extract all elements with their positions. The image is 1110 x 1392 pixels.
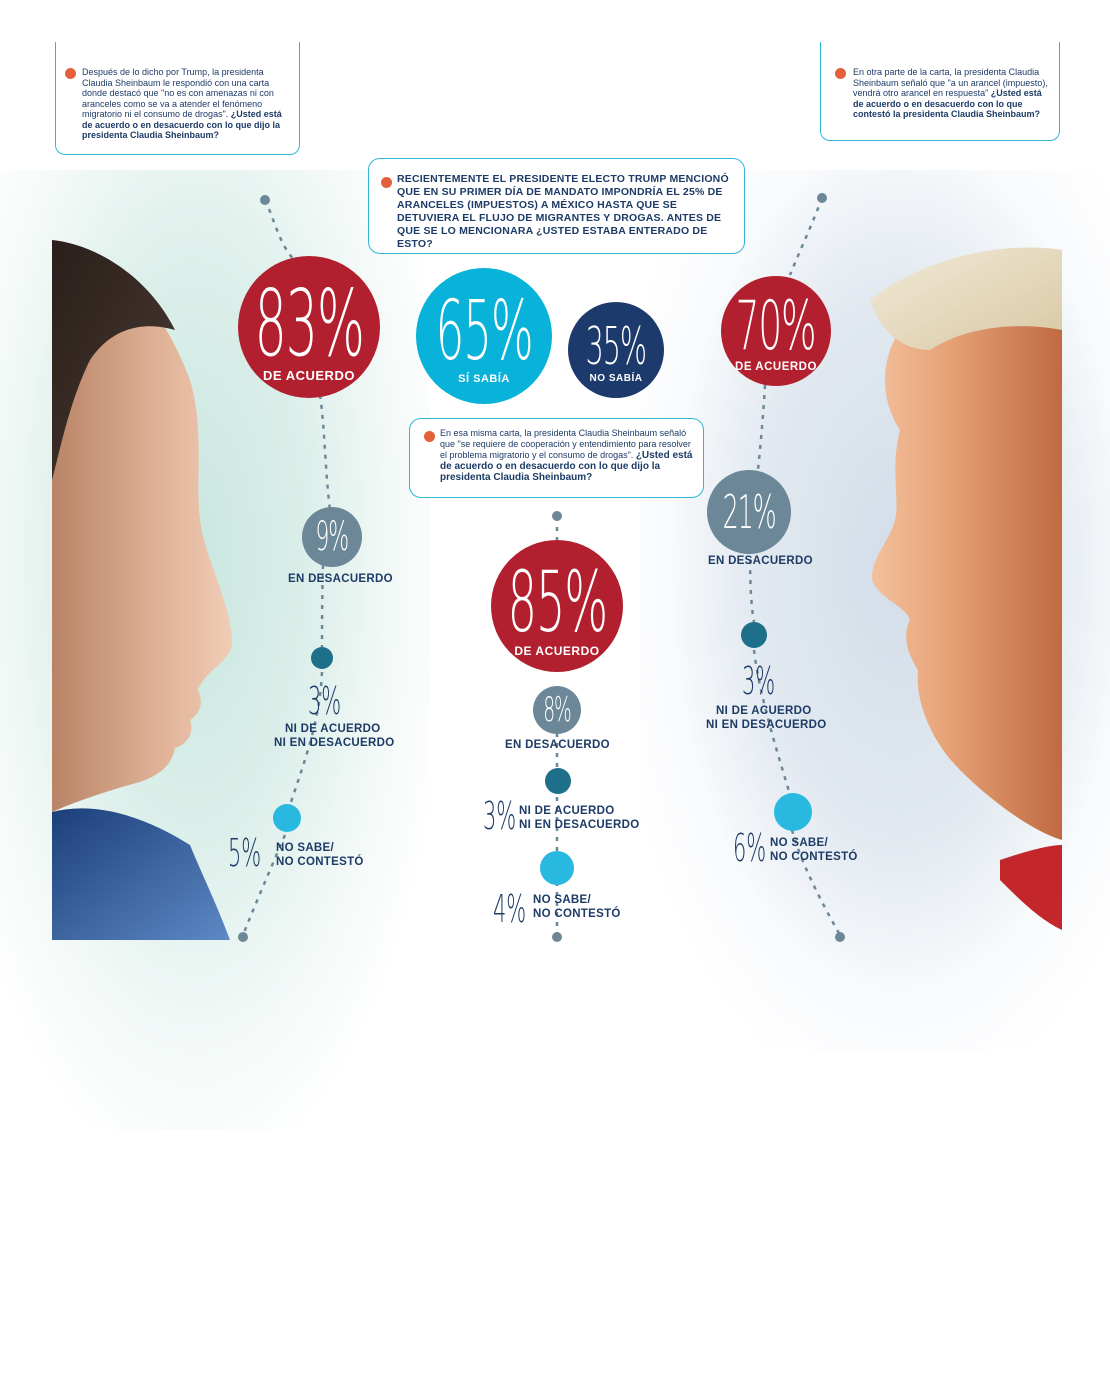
right-dontknow-label-1: NO SABE/ xyxy=(770,837,828,849)
middle-neutral-label-1: NI DE ACUERDO xyxy=(519,805,615,817)
center-yes-value: 65% xyxy=(435,284,534,379)
middle-agree-circle: 85% DE ACUERDO xyxy=(491,540,623,672)
middle-disagree-label: EN DESACUERDO xyxy=(505,739,610,751)
middle-agree-value: 85% xyxy=(507,553,607,651)
right-neutral-value: 3% xyxy=(742,659,776,703)
question-prompt-middle: ¿Usted está de acuerdo o en desacuerdo c… xyxy=(440,450,693,483)
bullet-icon xyxy=(65,68,76,79)
bullet-icon xyxy=(381,177,392,188)
left-dontknow-value: 5% xyxy=(228,831,262,875)
question-prompt-top-right: ¿Usted está de acuerdo o en desacuerdo c… xyxy=(853,88,1042,119)
question-prompt-top-left: ¿Usted está de acuerdo o en desacuerdo c… xyxy=(82,109,282,140)
right-agree-value: 70% xyxy=(736,287,817,366)
question-text-top-left: Después de lo dicho por Trump, la presid… xyxy=(82,67,274,119)
middle-disagree-value: 8% xyxy=(543,690,572,730)
right-disagree-circle: 21% xyxy=(707,470,791,554)
right-dontknow-dot xyxy=(774,793,812,831)
left-neutral-dot xyxy=(311,647,333,669)
middle-dontknow-label-1: NO SABE/ xyxy=(533,894,591,906)
question-box-top-right: En otra parte de la carta, la presidenta… xyxy=(820,42,1060,141)
left-dontknow-dot xyxy=(273,804,301,832)
right-neutral-label-2: NI EN DESACUERDO xyxy=(706,719,827,731)
question-box-center: RECIENTEMENTE EL PRESIDENTE ELECTO TRUMP… xyxy=(368,158,745,254)
center-yes-circle: 65% SÍ SABÍA xyxy=(416,268,552,404)
question-text-top-right: En otra parte de la carta, la presidenta… xyxy=(853,67,1048,98)
bullet-icon xyxy=(835,68,846,79)
right-agree-circle: 70% DE ACUERDO xyxy=(721,276,831,386)
left-disagree-label: EN DESACUERDO xyxy=(288,573,393,585)
middle-neutral-label-2: NI EN DESACUERDO xyxy=(519,819,640,831)
left-dontknow-label-2: NO CONTESTÓ xyxy=(276,856,364,868)
left-disagree-value: 9% xyxy=(315,514,350,560)
middle-dontknow-label-2: NO CONTESTÓ xyxy=(533,908,621,920)
question-text-middle: En esa misma carta, la presidenta Claudi… xyxy=(440,428,691,460)
middle-dontknow-dot xyxy=(540,851,574,885)
bullet-icon xyxy=(424,431,435,442)
question-text-center: RECIENTEMENTE EL PRESIDENTE ELECTO TRUMP… xyxy=(397,173,729,250)
center-no-circle: 35% NO SABÍA xyxy=(568,302,664,398)
left-neutral-label-1: NI DE ACUERDO xyxy=(285,723,381,735)
right-neutral-dot xyxy=(741,622,767,648)
left-neutral-value: 3% xyxy=(308,679,342,723)
left-neutral-label-2: NI EN DESACUERDO xyxy=(274,737,395,749)
question-box-top-left: Después de lo dicho por Trump, la presid… xyxy=(55,42,300,155)
right-agree-label: DE ACUERDO xyxy=(735,361,817,373)
right-dontknow-value: 6% xyxy=(733,826,767,870)
left-agree-value: 83% xyxy=(254,269,364,377)
right-neutral-label-1: NI DE ACUERDO xyxy=(716,705,812,717)
center-yes-label: SÍ SABÍA xyxy=(458,373,510,385)
left-agree-label: DE ACUERDO xyxy=(263,367,355,383)
right-disagree-label: EN DESACUERDO xyxy=(708,555,813,567)
right-disagree-value: 21% xyxy=(722,485,777,539)
middle-neutral-value: 3% xyxy=(483,794,517,838)
left-agree-circle: 83% DE ACUERDO xyxy=(238,256,380,398)
center-no-value: 35% xyxy=(585,316,647,377)
right-dontknow-label-2: NO CONTESTÓ xyxy=(770,851,858,863)
question-box-middle: En esa misma carta, la presidenta Claudi… xyxy=(409,418,704,498)
middle-agree-label: DE ACUERDO xyxy=(514,644,600,658)
middle-dontknow-value: 4% xyxy=(493,887,527,931)
left-dontknow-label-1: NO SABE/ xyxy=(276,842,334,854)
middle-disagree-circle: 8% xyxy=(533,686,581,734)
center-no-label: NO SABÍA xyxy=(589,372,643,384)
middle-neutral-dot xyxy=(545,768,571,794)
left-disagree-circle: 9% xyxy=(302,507,362,567)
